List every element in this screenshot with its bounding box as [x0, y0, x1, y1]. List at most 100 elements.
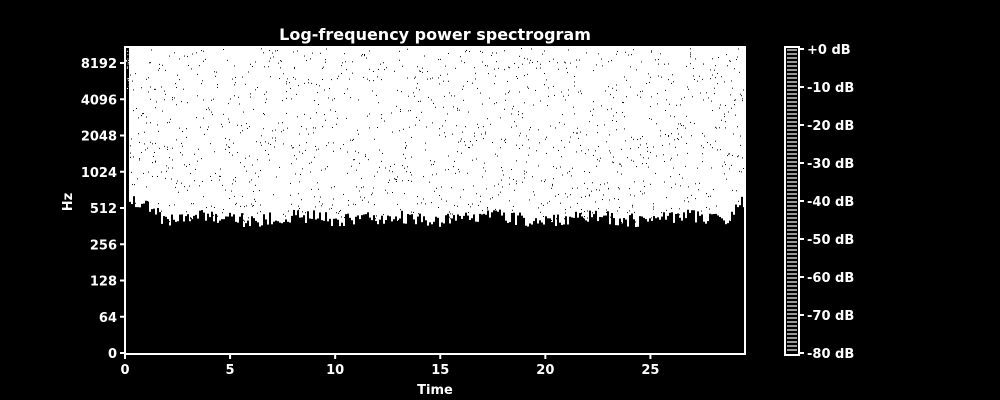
spectrogram-speckle [522, 113, 523, 115]
spectrogram-speckle [494, 103, 495, 105]
spectrogram-speckle [275, 140, 276, 142]
spectrogram-speckle [309, 162, 310, 164]
spectrogram-column [219, 48, 221, 221]
colorbar-tick-label: -60 dB [807, 271, 854, 286]
spectrogram-speckle [299, 144, 300, 146]
spectrogram-speckle [721, 119, 722, 121]
spectrogram-speckle [130, 72, 132, 74]
spectrogram-column [635, 48, 637, 227]
spectrogram-speckle [505, 99, 506, 101]
spectrogram-speckle [127, 58, 129, 60]
spectrogram-speckle [576, 66, 577, 68]
spectrogram-column [405, 48, 407, 224]
spectrogram-speckle [475, 78, 476, 80]
spectrogram-column [563, 48, 565, 225]
spectrogram-speckle [630, 194, 631, 196]
spectrogram-speckle [467, 80, 468, 82]
spectrogram-speckle [169, 157, 170, 159]
spectrogram-speckle [413, 92, 414, 94]
spectrogram-speckle [720, 149, 721, 151]
spectrogram-speckle [291, 203, 292, 205]
spectrogram-speckle [372, 192, 373, 194]
spectrogram-speckle [156, 101, 157, 103]
spectrogram-speckle [612, 87, 613, 89]
spectrogram-speckle [568, 89, 569, 91]
spectrogram-speckle [702, 132, 703, 134]
spectrogram-speckle [679, 174, 680, 176]
spectrogram-column [727, 48, 729, 224]
spectrogram-speckle [541, 203, 542, 205]
spectrogram-speckle [272, 130, 273, 132]
spectrogram-speckle [513, 205, 514, 207]
spectrogram-speckle [228, 103, 229, 105]
spectrogram-speckle [155, 142, 156, 144]
spectrogram-speckle [605, 90, 606, 92]
spectrogram-column [661, 48, 663, 217]
spectrogram-speckle [568, 94, 569, 96]
spectrogram-speckle [279, 78, 280, 80]
spectrogram-speckle [132, 80, 133, 82]
spectrogram-speckle [235, 203, 236, 205]
spectrogram-speckle [310, 171, 311, 173]
spectrogram-speckle [726, 178, 727, 180]
spectrogram-speckle [154, 151, 155, 153]
y-tick-label: 0 [108, 347, 117, 362]
spectrogram-column [135, 48, 137, 208]
spectrogram-column [295, 48, 297, 216]
spectrogram-speckle [472, 82, 473, 84]
spectrogram-column [721, 48, 723, 219]
spectrogram-speckle [609, 199, 610, 201]
spectrogram-speckle [348, 204, 349, 206]
spectrogram-speckle [640, 138, 641, 140]
spectrogram-speckle [633, 160, 634, 162]
spectrogram-speckle [618, 187, 619, 189]
spectrogram-speckle [402, 180, 403, 182]
spectrogram-column [439, 48, 441, 227]
spectrogram-energy [126, 48, 745, 228]
spectrogram-speckle [397, 89, 398, 91]
spectrogram-speckle [636, 69, 637, 71]
spectrogram-speckle [708, 97, 709, 99]
spectrogram-speckle [604, 124, 605, 126]
spectrogram-speckle [532, 176, 533, 178]
spectrogram-column [593, 48, 595, 215]
spectrogram-speckle [162, 64, 163, 66]
spectrogram-speckle [332, 126, 333, 128]
spectrogram-speckle [199, 65, 200, 67]
spectrogram-speckle [278, 122, 279, 124]
spectrogram-speckle [164, 145, 165, 147]
spectrogram-column [639, 48, 641, 217]
spectrogram-column [457, 48, 459, 215]
spectrogram-speckle [459, 109, 460, 111]
y-tick-label: 256 [90, 238, 117, 253]
spectrogram-speckle [564, 218, 565, 220]
spectrogram-column [441, 48, 443, 223]
spectrogram-speckle [668, 135, 669, 137]
spectrogram-speckle [541, 180, 542, 182]
spectrogram-speckle [712, 110, 713, 112]
spectrogram-column [129, 48, 131, 202]
spectrogram-speckle [135, 51, 137, 53]
spectrogram-column [523, 48, 525, 218]
spectrogram-speckle [333, 142, 334, 144]
spectrogram-speckle [463, 189, 464, 191]
spectrogram-speckle [593, 101, 594, 103]
spectrogram-column [497, 48, 499, 212]
spectrogram-speckle [217, 215, 218, 217]
spectrogram-speckle [711, 100, 712, 102]
spectrogram-speckle [640, 190, 641, 192]
spectrogram-speckle [387, 192, 388, 194]
spectrogram-speckle [685, 165, 686, 167]
spectrogram-column [547, 48, 549, 219]
spectrogram-speckle [445, 169, 446, 171]
spectrogram-speckle [325, 119, 326, 121]
spectrogram-speckle [457, 107, 458, 109]
spectrogram-speckle [402, 65, 403, 67]
spectrogram-speckle [440, 58, 441, 60]
spectrogram-speckle [361, 178, 362, 180]
spectrogram-speckle [396, 180, 397, 182]
spectrogram-speckle [407, 77, 408, 79]
spectrogram-speckle [134, 74, 136, 76]
spectrogram-speckle [432, 77, 433, 79]
spectrogram-speckle [606, 209, 607, 211]
